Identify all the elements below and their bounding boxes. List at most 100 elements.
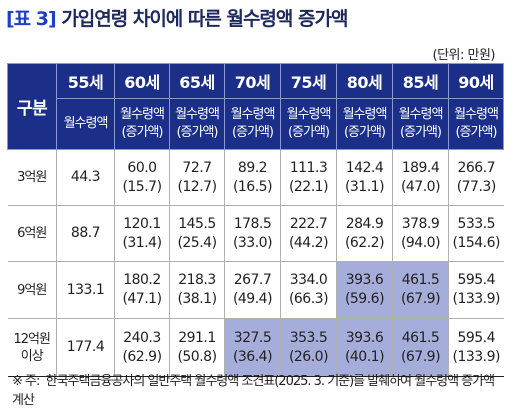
header-sub-line: 월수령액: [230, 107, 276, 122]
amount-cell: 378.9 (94.0): [392, 205, 449, 262]
increase-amount: (77.3): [456, 178, 497, 195]
table-title-text: 가입연령 차이에 따른 월수령액 증가액: [61, 8, 348, 30]
header-sub-line: 월수령액: [63, 116, 109, 131]
header-sub: 월수령액 (증가액): [448, 98, 504, 150]
increase-amount: (67.9): [400, 291, 441, 307]
monthly-amount: 72.7: [182, 159, 212, 176]
row-label-line: 12억원: [13, 331, 51, 347]
increase-amount: (67.9): [400, 348, 441, 365]
row-label-line: 9억원: [17, 282, 47, 298]
amount-cell: 178.5 (33.0): [224, 205, 281, 262]
header-row-ages: 구분 55세 60세 65세 70세 75세 80세 85세 90세: [7, 63, 504, 150]
increase-amount: (40.1): [344, 348, 385, 365]
amount-cell: 218.3 (38.1): [169, 261, 225, 319]
increase-amount: (133.9): [452, 291, 500, 307]
footnote-text: 한국주택금융공사의 일반주택 월수령액 조견표(2025. 3. 기준)를 발췌…: [12, 374, 495, 408]
increase-amount: (31.1): [344, 178, 385, 195]
monthly-amount: 60.0: [127, 159, 157, 176]
header-sub-line: (증가액): [287, 125, 330, 140]
increase-amount: (25.4): [177, 234, 217, 251]
amount-cell: 334.0 (66.3): [280, 261, 337, 319]
header-sub: 월수령액 (증가액): [336, 98, 393, 150]
amount-cell: 284.9 (62.2): [336, 205, 393, 262]
row-label: 12억원 이상: [7, 318, 57, 377]
amount-cell: 393.6 (59.6): [336, 261, 393, 319]
amount-cell: 595.4 (133.9): [448, 261, 504, 319]
monthly-amount: 218.3: [178, 272, 216, 288]
increase-amount: (59.6): [344, 291, 385, 307]
monthly-amount: 89.2: [237, 159, 268, 176]
header-sub-line: (증가액): [399, 125, 442, 140]
monthly-amount: 180.2: [123, 272, 161, 288]
amount-cell: 327.5 (36.4): [224, 318, 281, 377]
increase-amount: (154.6): [452, 234, 500, 251]
header-age: 55세: [56, 63, 115, 99]
table-row: 3억원 44.3 60.0 (15.7) 72.7 (12.7) 89.2 (16.5) 111…: [7, 149, 504, 206]
amount-cell: 595.4 (133.9): [448, 318, 504, 377]
base-amount-cell: 133.1: [56, 261, 115, 319]
increase-amount: (62.2): [344, 234, 385, 251]
increase-amount: (94.0): [400, 234, 441, 251]
monthly-amount: 189.4: [401, 159, 440, 176]
header-age: 85세: [392, 63, 449, 99]
monthly-amount: 145.5: [178, 215, 216, 232]
header-sub: 월수령액: [56, 98, 115, 150]
header-sub-line: 월수령액: [175, 107, 220, 122]
increase-amount: (47.1): [122, 291, 162, 307]
footnote: ※ 주: 한국주택금융공사의 일반주택 월수령액 조견표(2025. 3. 기준…: [12, 372, 507, 410]
monthly-amount: 222.7: [289, 215, 328, 232]
base-amount-cell: 177.4: [56, 318, 115, 377]
row-label-line: 이상: [20, 348, 44, 364]
header-sub-line: (증가액): [121, 125, 163, 140]
base-amount-cell: 88.7: [56, 205, 115, 262]
pension-table: 구분 55세 60세 65세 70세 75세 80세 85세 90세 월수령액 …: [7, 63, 504, 377]
monthly-amount: 120.1: [123, 215, 161, 232]
table-body: 3억원 44.3 60.0 (15.7) 72.7 (12.7) 89.2 (16.5) 111…: [7, 149, 504, 377]
header-age: 75세: [280, 63, 337, 99]
increase-amount: (62.9): [122, 348, 162, 365]
amount-cell: 266.7 (77.3): [448, 149, 504, 206]
monthly-amount: 393.6: [345, 329, 384, 346]
increase-amount: (36.4): [232, 348, 273, 365]
amount-cell: 353.5 (26.0): [280, 318, 337, 377]
monthly-amount: 533.5: [457, 215, 496, 232]
increase-amount: (33.0): [232, 234, 273, 251]
header-sub-line: 월수령액: [286, 107, 332, 122]
header-age: 80세: [336, 63, 393, 99]
header-sub-line: (증가액): [176, 125, 218, 140]
header-gubun: 구분: [7, 63, 57, 150]
increase-amount: (22.1): [288, 178, 329, 195]
table-title: [표 3] 가입연령 차이에 따른 월수령액 증가액: [6, 4, 348, 31]
monthly-amount: 142.4: [345, 159, 384, 176]
header-sub-line: (증가액): [231, 125, 274, 140]
amount-cell: 291.1 (50.8): [169, 318, 225, 377]
header-age: 70세: [224, 63, 281, 99]
increase-amount: (44.2): [288, 234, 329, 251]
amount-cell: 142.4 (31.1): [336, 149, 393, 206]
monthly-amount: 461.5: [401, 329, 440, 346]
amount-cell: 267.7 (49.4): [224, 261, 281, 319]
footnote-mark: ※ 주:: [12, 374, 40, 389]
amount-cell: 120.1 (31.4): [114, 205, 170, 262]
increase-amount: (133.9): [452, 348, 500, 365]
amount-cell: 60.0 (15.7): [114, 149, 170, 206]
monthly-amount: 327.5: [233, 329, 272, 346]
header-sub: 월수령액 (증가액): [224, 98, 281, 150]
table-row: 6억원 88.7 120.1 (31.4) 145.5 (25.4) 178.5 (33.0)…: [7, 205, 504, 262]
header-sub-line: (증가액): [343, 125, 386, 140]
monthly-amount: 353.5: [289, 329, 328, 346]
monthly-amount: 461.5: [401, 272, 440, 288]
header-sub: 월수령액 (증가액): [169, 98, 225, 150]
row-label: 9억원: [7, 261, 57, 319]
amount-cell: 461.5 (67.9): [392, 261, 449, 319]
table-row: 9억원 133.1 180.2 (47.1) 218.3 (38.1) 267.7 (49.4…: [7, 261, 504, 319]
amount-cell: 145.5 (25.4): [169, 205, 225, 262]
monthly-amount: 111.3: [289, 159, 328, 176]
header-sub-line: 월수령액: [120, 107, 165, 122]
unit-label: (단위: 만원): [432, 48, 496, 63]
header-sub: 월수령액 (증가액): [280, 98, 337, 150]
increase-amount: (31.4): [122, 234, 162, 251]
amount-cell: 461.5 (67.9): [392, 318, 449, 377]
table-row: 12억원 이상 177.4 240.3 (62.9) 291.1 (50.8) 327.5 (3…: [7, 318, 504, 377]
amount-cell: 222.7 (44.2): [280, 205, 337, 262]
